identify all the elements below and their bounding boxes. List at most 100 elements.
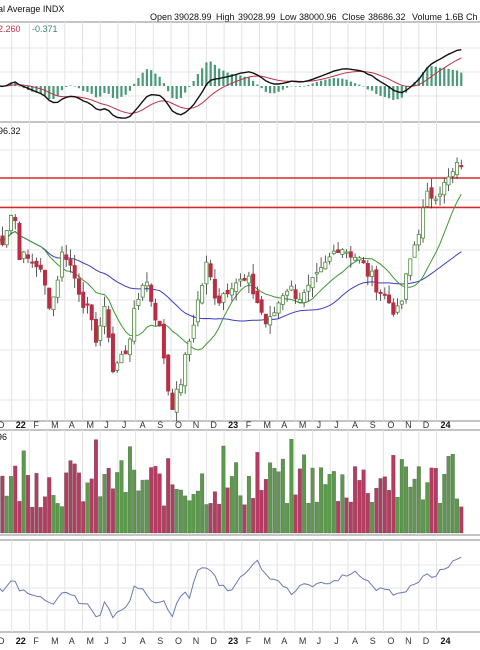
x-tick-label: M bbox=[87, 420, 95, 430]
volume-bar bbox=[123, 492, 128, 534]
x-tick-label: A bbox=[281, 420, 287, 430]
volume-bar bbox=[178, 489, 183, 534]
macd-histogram-bar bbox=[455, 70, 459, 86]
volume-bar bbox=[161, 505, 166, 534]
volume-bar bbox=[17, 501, 22, 534]
macd-histogram-bar bbox=[73, 86, 76, 87]
ma-fast-line bbox=[0, 193, 462, 351]
volume-bar bbox=[370, 501, 375, 534]
macd-histogram-bar bbox=[451, 69, 454, 86]
candle-body bbox=[174, 388, 179, 413]
candle-body bbox=[51, 296, 56, 311]
candle-body bbox=[306, 284, 311, 292]
low-label: Low bbox=[280, 12, 297, 22]
volume-bar bbox=[38, 507, 43, 534]
macd-histogram-bar bbox=[167, 86, 170, 92]
candle-body bbox=[8, 214, 13, 232]
candle-body bbox=[268, 316, 273, 326]
candle-body bbox=[21, 251, 26, 260]
volume-bar bbox=[276, 471, 281, 534]
volume-bar bbox=[144, 479, 149, 534]
candle-body bbox=[387, 294, 392, 304]
ohlc-readout: Open 39028.99 High 39028.99 Low 38000.96… bbox=[150, 12, 478, 22]
volume-bar bbox=[238, 495, 243, 534]
volume-bar bbox=[365, 493, 370, 534]
candle-body bbox=[242, 277, 247, 281]
candle-body bbox=[149, 284, 154, 302]
volume-bar bbox=[293, 494, 298, 534]
volume-bar bbox=[68, 460, 73, 534]
candle-body bbox=[221, 293, 226, 303]
macd-histogram-bar bbox=[286, 86, 289, 88]
x-tick-label: 23 bbox=[228, 636, 238, 646]
candle-body bbox=[251, 273, 256, 295]
volume-bar bbox=[0, 475, 5, 534]
macd-histogram-bar bbox=[14, 81, 17, 86]
close-label: Close bbox=[342, 12, 365, 22]
candle-body bbox=[191, 324, 196, 339]
candle-body bbox=[178, 384, 183, 394]
candle-body bbox=[370, 270, 375, 277]
candle-body bbox=[208, 263, 213, 278]
x-tick-label: 24 bbox=[441, 636, 451, 646]
candle-body bbox=[255, 290, 260, 304]
macd-histogram-bar bbox=[99, 86, 102, 97]
candle-body bbox=[433, 198, 438, 201]
macd-histogram-bar bbox=[69, 85, 72, 86]
candle-body bbox=[85, 303, 90, 306]
x-tick-label: M bbox=[51, 636, 59, 646]
x-tick-label: J bbox=[334, 636, 339, 646]
volume-bar bbox=[166, 458, 171, 534]
candle-body bbox=[297, 299, 302, 303]
volume-bar bbox=[425, 482, 430, 534]
volume-bar bbox=[98, 496, 103, 534]
macd-value: 2.260 bbox=[0, 24, 21, 34]
volume-bar bbox=[77, 472, 81, 534]
macd-histogram-bar bbox=[218, 68, 221, 86]
candle-body bbox=[438, 193, 443, 197]
macd-histogram-bar bbox=[252, 80, 255, 86]
candle-body bbox=[157, 320, 162, 327]
candle-body bbox=[144, 281, 149, 287]
candle-body bbox=[416, 234, 421, 246]
volume-bar bbox=[429, 467, 434, 534]
macd-histogram-bar bbox=[417, 77, 420, 86]
volume-bar bbox=[102, 474, 107, 534]
macd-line bbox=[0, 49, 462, 119]
macd-histogram-bar bbox=[111, 86, 115, 99]
candle-body bbox=[68, 259, 73, 266]
candle-body bbox=[212, 278, 217, 299]
volume-bar bbox=[106, 467, 111, 534]
candle-body bbox=[280, 295, 285, 305]
volume-bar bbox=[191, 494, 196, 534]
macd-change: -0.371 bbox=[32, 24, 58, 34]
macd-histogram-bar bbox=[213, 64, 216, 86]
candle-body bbox=[119, 353, 124, 364]
x-tick-label: A bbox=[352, 636, 358, 646]
macd-histogram-bar bbox=[120, 86, 123, 97]
candle-body bbox=[285, 290, 290, 296]
candle-body bbox=[459, 165, 464, 168]
candle-body bbox=[25, 254, 30, 259]
macd-histogram-bar bbox=[56, 86, 59, 97]
x-tick-label: M bbox=[87, 636, 95, 646]
volume-bar bbox=[47, 477, 52, 534]
volume-bar bbox=[204, 504, 209, 534]
volume-bar bbox=[4, 495, 9, 534]
macd-histogram-bar bbox=[82, 86, 85, 91]
volume-bar bbox=[242, 504, 247, 534]
candle-body bbox=[110, 333, 115, 373]
candle-body bbox=[127, 338, 132, 356]
macd-histogram-bar bbox=[116, 86, 119, 99]
candle-body bbox=[200, 285, 205, 304]
macd-histogram-bar bbox=[396, 86, 399, 100]
volume-bar bbox=[51, 495, 56, 534]
macd-histogram-bar bbox=[370, 86, 374, 91]
macd-histogram-bar bbox=[179, 86, 183, 98]
volume-bar bbox=[195, 490, 200, 534]
volume-bar bbox=[327, 474, 332, 534]
volume-bar bbox=[421, 499, 425, 534]
candle-body bbox=[344, 251, 349, 254]
macd-histogram-bar bbox=[434, 66, 437, 86]
macd-histogram-bar bbox=[256, 84, 259, 86]
